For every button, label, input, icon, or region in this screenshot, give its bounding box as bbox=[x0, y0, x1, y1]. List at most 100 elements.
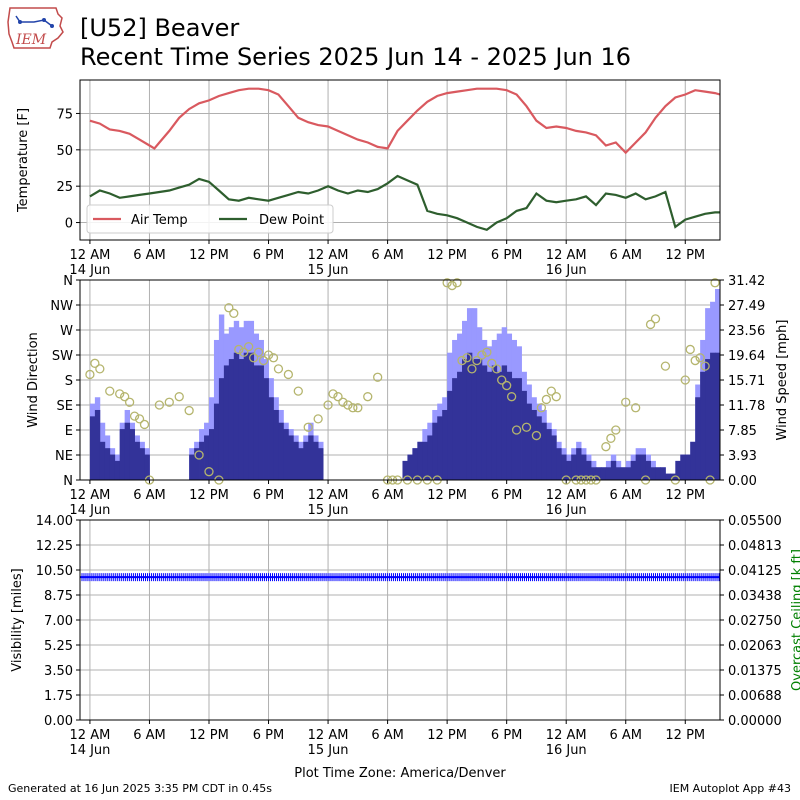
x-tick-label: 12 AM bbox=[70, 728, 111, 743]
x-tick-date-label: 16 Jun bbox=[546, 743, 587, 758]
wind-direction-marker bbox=[447, 280, 457, 291]
wind-speed-bar bbox=[417, 441, 423, 480]
wind-speed-bar bbox=[685, 454, 691, 480]
wind-speed-bar bbox=[442, 409, 448, 480]
wind-direction-marker bbox=[134, 414, 145, 424]
x-tick-label: 12 PM bbox=[189, 248, 229, 263]
wind-direction-marker bbox=[253, 347, 264, 357]
wind-speed-bar bbox=[447, 390, 453, 480]
wind-direction-marker bbox=[452, 278, 462, 288]
x-tick-label: 12 PM bbox=[189, 488, 229, 503]
x-tick-label: 6 AM bbox=[609, 728, 642, 743]
wind-speed-bar bbox=[94, 409, 101, 480]
speed-tick-label: 15.71 bbox=[728, 374, 765, 389]
wind-direction-marker bbox=[462, 353, 472, 363]
x-tick-label: 12 PM bbox=[427, 728, 467, 743]
wind-direction-marker bbox=[650, 314, 661, 324]
wind-direction-marker bbox=[442, 278, 452, 288]
wind-speed-bar bbox=[675, 460, 681, 480]
wind-speed-bar bbox=[586, 460, 592, 480]
wind-speed-bar bbox=[541, 422, 547, 480]
wind-speed-bar bbox=[194, 448, 200, 480]
legend-air-temp-label: Air Temp bbox=[131, 213, 188, 228]
wind-speed-bar bbox=[620, 467, 627, 480]
x-tick-label: 6 PM bbox=[491, 728, 522, 743]
ceiling-tick-label: 0.02063 bbox=[728, 639, 782, 654]
visibility-tick-label: 12.25 bbox=[36, 539, 73, 554]
temperature-panel-frame bbox=[79, 79, 721, 241]
wind-speed-bar bbox=[238, 359, 245, 480]
x-tick-date-label: 14 Jun bbox=[69, 503, 110, 518]
x-tick-label: 12 AM bbox=[546, 728, 587, 743]
wind-direction-marker bbox=[90, 358, 100, 368]
wind-direction-marker bbox=[273, 364, 284, 374]
x-tick-label: 12 AM bbox=[70, 248, 111, 263]
wind-speed-axis-label: Wind Speed [mph] bbox=[775, 320, 790, 441]
wind-speed-bar bbox=[546, 429, 552, 480]
wind-direction-marker bbox=[244, 342, 254, 352]
visibility-tick-label: 3.50 bbox=[44, 664, 73, 679]
temperature-tick-label: 0 bbox=[65, 217, 73, 232]
wind-speed-bar bbox=[551, 435, 557, 480]
wind-direction-marker bbox=[283, 369, 294, 380]
wind-speed-bar bbox=[521, 390, 527, 480]
ceiling-tick-label: 0.04813 bbox=[728, 539, 782, 554]
wind-direction-marker bbox=[700, 361, 710, 371]
wind-speed-bar bbox=[556, 448, 562, 480]
x-tick-label: 12 AM bbox=[70, 488, 111, 503]
x-tick-label: 12 PM bbox=[427, 248, 467, 263]
visibility-tick-label: 1.75 bbox=[44, 689, 73, 704]
wind-speed-bar bbox=[705, 359, 711, 480]
footer-generated: Generated at 16 Jun 2025 3:35 PM CDT in … bbox=[8, 782, 273, 795]
x-tick-date-label: 16 Jun bbox=[546, 263, 587, 278]
wind-direction-marker bbox=[120, 392, 130, 402]
wind-direction-marker bbox=[204, 467, 214, 477]
wind-speed-bar bbox=[591, 467, 597, 480]
wind-direction-marker bbox=[184, 405, 194, 416]
wind-speed-bar bbox=[471, 359, 478, 480]
wind-direction-marker bbox=[154, 400, 165, 410]
wind-speed-bar bbox=[615, 467, 622, 480]
wind-direction-marker bbox=[268, 353, 279, 363]
wind-speed-bar bbox=[119, 429, 126, 480]
wind-speed-bar bbox=[293, 441, 299, 480]
wind-speed-bar bbox=[605, 467, 612, 480]
ceiling-tick-label: 0.01375 bbox=[728, 664, 782, 679]
wind-speed-bar bbox=[491, 365, 498, 480]
wind-speed-bar bbox=[536, 416, 542, 480]
wind-speed-bar bbox=[139, 448, 145, 480]
wind-speed-bar bbox=[144, 454, 150, 480]
temperature-tick-label: 50 bbox=[56, 144, 73, 159]
wind-speed-bar bbox=[218, 378, 225, 480]
wind-speed-bar bbox=[516, 378, 522, 480]
direction-tick-label: S bbox=[65, 374, 73, 389]
x-tick-label: 6 AM bbox=[371, 488, 404, 503]
air-temp-line bbox=[89, 87, 721, 155]
wind-speed-bar bbox=[600, 467, 607, 480]
temperature-legend bbox=[86, 204, 334, 234]
x-tick-label: 12 PM bbox=[665, 488, 705, 503]
x-tick-label: 12 PM bbox=[427, 488, 467, 503]
wind-direction-marker bbox=[492, 364, 502, 374]
x-tick-label: 6 PM bbox=[491, 488, 522, 503]
wind-direction-marker bbox=[680, 375, 690, 385]
wind-speed-bar bbox=[581, 454, 587, 480]
wind-speed-bar bbox=[89, 416, 96, 480]
wind-speed-bar bbox=[501, 365, 508, 480]
chart-title-range: Recent Time Series 2025 Jun 14 - 2025 Ju… bbox=[80, 43, 632, 71]
x-tick-label: 6 AM bbox=[609, 488, 642, 503]
wind-speed-bar bbox=[308, 435, 314, 480]
x-tick-date-label: 16 Jun bbox=[546, 503, 587, 518]
wind-speed-bar bbox=[700, 371, 706, 480]
wind-direction-marker bbox=[531, 430, 542, 441]
wind-speed-bar bbox=[189, 454, 195, 480]
wind-direction-marker bbox=[497, 375, 507, 385]
wind-direction-marker bbox=[239, 347, 249, 357]
wind-direction-marker bbox=[551, 392, 561, 402]
wind-speed-bar bbox=[412, 448, 418, 480]
visibility-tick-label: 8.75 bbox=[44, 589, 73, 604]
wind-speed-bar bbox=[481, 365, 488, 480]
x-tick-label: 6 AM bbox=[133, 728, 166, 743]
wind-direction-marker bbox=[660, 361, 671, 371]
